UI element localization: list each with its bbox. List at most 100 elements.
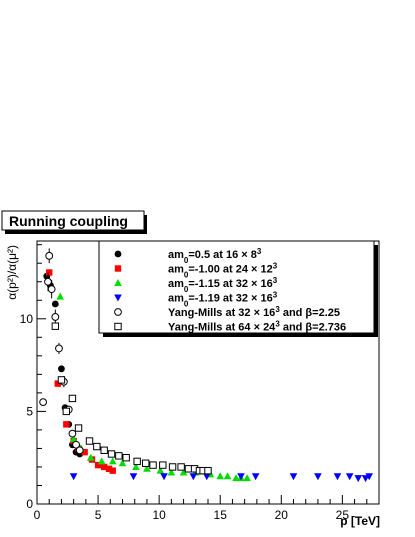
data-point (54, 380, 61, 387)
data-point (51, 313, 60, 321)
data-point (81, 448, 88, 456)
legend-label: Yang-Mills at 64 × 243 and β=2.736 (168, 319, 346, 334)
data-point (57, 376, 66, 384)
chart-title: Running coupling (9, 213, 128, 229)
data-point (47, 285, 56, 294)
data-point (93, 442, 101, 451)
x-tick-label: 5 (95, 508, 102, 522)
data-point (149, 461, 157, 469)
data-point (251, 473, 260, 481)
data-point (100, 446, 108, 454)
legend-label: am0=-1.19 at 32 × 163 (168, 290, 278, 308)
data-point (55, 344, 63, 353)
legend-marker (114, 279, 122, 286)
y-tick-label: 5 (26, 404, 33, 418)
data-point (51, 322, 60, 330)
x-axis-title: p [TeV] (340, 514, 380, 528)
x-tick-label: 25 (336, 508, 350, 522)
data-point (97, 457, 106, 465)
data-point (345, 473, 354, 481)
legend-label: am0=-1.00 at 24 × 123 (168, 261, 278, 279)
data-point (202, 473, 211, 481)
legend-marker (114, 322, 122, 331)
y-axis-title: α(p²)/α(μ²) (5, 245, 19, 300)
data-point (129, 473, 138, 481)
series-5 (39, 248, 84, 455)
data-point (243, 474, 251, 482)
data-point (237, 473, 245, 481)
data-point (354, 475, 363, 483)
legend-label: Yang-Mills at 32 × 163 and β=2.25 (168, 305, 340, 320)
data-point (179, 468, 188, 476)
legend-marker (114, 250, 122, 258)
data-point (143, 464, 151, 472)
data-point (189, 473, 198, 481)
data-point (232, 474, 240, 482)
data-point (167, 468, 176, 476)
series-6 (51, 322, 212, 475)
data-point (108, 457, 117, 465)
data-point (204, 466, 212, 475)
data-point (118, 459, 127, 467)
data-point (109, 467, 116, 474)
y-tick-label: 10 (20, 312, 34, 326)
axes: 0 5 10 15 20 25 0 5 10 (20, 244, 368, 522)
data-point (133, 457, 141, 466)
data-point (72, 440, 80, 449)
data-point (46, 269, 53, 276)
data-point (75, 446, 84, 455)
data-point (132, 462, 140, 470)
data-point (159, 461, 167, 469)
legend-marker (114, 265, 122, 272)
data-point (216, 472, 225, 480)
data-point (122, 453, 130, 462)
data-point (184, 465, 193, 473)
y-tick-label: 0 (26, 497, 33, 511)
data-point (86, 453, 95, 461)
data-point (105, 465, 113, 473)
data-point (333, 473, 342, 481)
x-tick-label: 10 (152, 508, 166, 522)
data-point (68, 394, 77, 403)
data-point (74, 424, 83, 432)
series-layer (39, 248, 374, 483)
data-point (44, 277, 52, 286)
data-point (62, 407, 71, 416)
data-point (223, 472, 232, 480)
legend-marker (114, 294, 122, 302)
x-tick-label: 15 (214, 508, 228, 522)
data-point (115, 452, 123, 460)
data-point (289, 473, 298, 481)
legend-label: am0=-1.15 at 32 × 163 (168, 276, 278, 294)
data-point (168, 463, 177, 471)
data-point (156, 466, 165, 474)
data-point (69, 435, 78, 443)
data-point (314, 473, 322, 481)
chart-title-box: Running coupling (1, 210, 147, 234)
data-point (63, 421, 70, 428)
data-point (142, 459, 150, 467)
data-point (68, 429, 77, 438)
data-point (107, 450, 116, 458)
data-point (94, 461, 102, 469)
data-point (365, 473, 374, 481)
x-tick-label: 20 (275, 508, 289, 522)
data-point (160, 473, 168, 481)
x-tick-label: 0 (34, 508, 41, 522)
series-4 (69, 473, 374, 483)
data-point (100, 463, 108, 471)
data-point (177, 463, 185, 471)
data-point (56, 292, 65, 300)
data-point (69, 473, 78, 481)
series-3 (56, 292, 251, 482)
data-point (85, 437, 94, 445)
data-point (39, 398, 48, 407)
legend-label: am0=0.5 at 16 × 83 (168, 247, 262, 265)
data-point (45, 251, 54, 260)
data-point (58, 365, 65, 373)
legend-marker (114, 308, 122, 316)
data-point (51, 300, 59, 308)
